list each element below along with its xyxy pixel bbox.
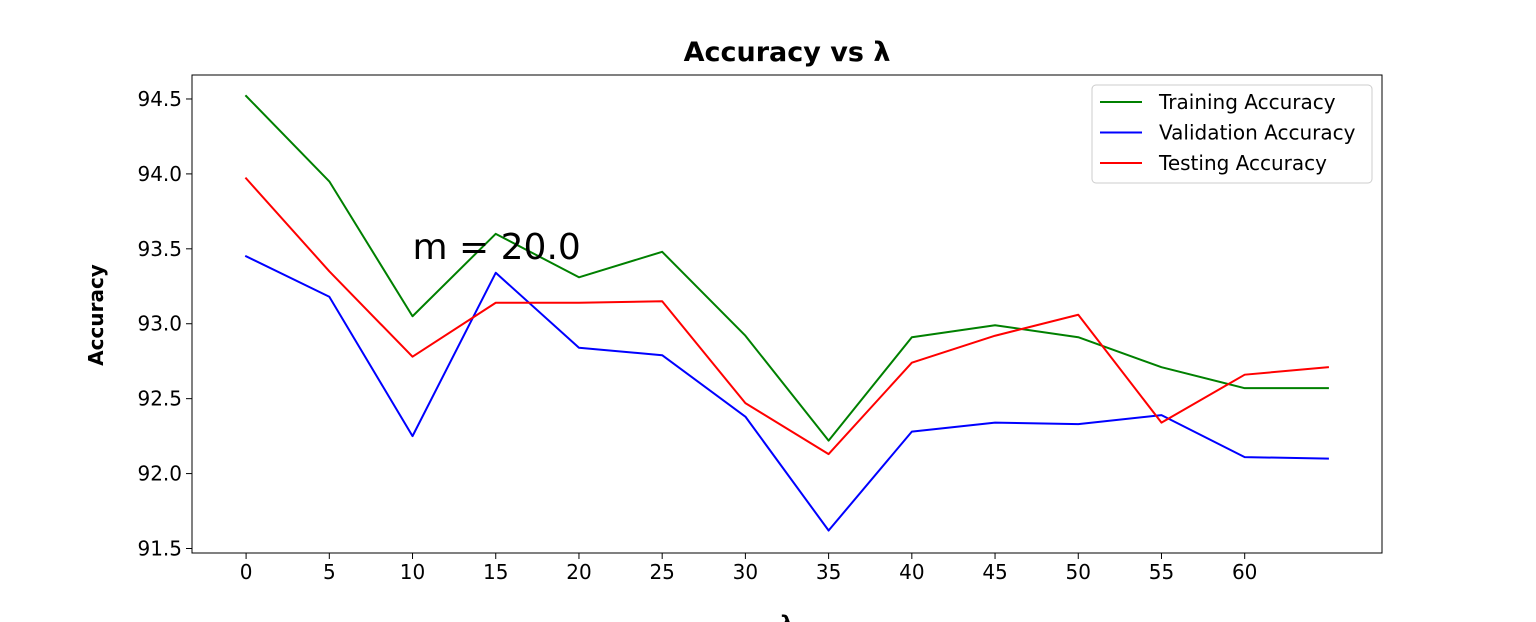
legend-label: Testing Accuracy: [1158, 151, 1327, 175]
y-tick-label: 91.5: [137, 537, 182, 561]
y-axis-label: Accuracy: [84, 264, 108, 366]
legend-box: [1091, 84, 1373, 184]
plot-area: 0 5 10 15 20 25 30 35 40 45 50 55 60 91.5 92.0 92.5 93.0…: [137, 74, 1383, 584]
series-line-testing-accuracy: [244, 176, 1329, 456]
x-tick-label: 45: [982, 560, 1007, 584]
legend-label: Validation Accuracy: [1159, 121, 1356, 145]
x-tick-label: 35: [816, 560, 841, 584]
x-tick-label: 40: [899, 560, 924, 584]
x-tick-label: 60: [1232, 560, 1257, 584]
plot-frame: [191, 74, 1383, 554]
annotation-text: m = 20.0: [413, 227, 581, 268]
x-axis-label: λ: [781, 611, 794, 622]
y-tick-label: 94.0: [137, 162, 182, 186]
legend: Training Accuracy Validation Accuracy Test…: [1091, 84, 1373, 184]
x-tick-label: 25: [649, 560, 674, 584]
x-tick-label: 55: [1149, 560, 1174, 584]
x-tick-label: 5: [323, 560, 336, 584]
x-tick-label: 20: [566, 560, 591, 584]
y-tick-label: 92.5: [137, 387, 182, 411]
series-line-training-accuracy: [244, 94, 1329, 442]
legend-label: Training Accuracy: [1158, 90, 1336, 114]
y-tick-label: 94.5: [137, 87, 182, 111]
x-tick-label: 10: [400, 560, 425, 584]
chart-title: Accuracy vs λ: [684, 37, 891, 68]
series-line-validation-accuracy: [244, 254, 1329, 532]
y-tick-label: 93.5: [137, 237, 182, 261]
x-tick-label: 15: [483, 560, 508, 584]
x-tick-label: 0: [240, 560, 253, 584]
x-tick-label: 30: [733, 560, 758, 584]
x-tick-label: 50: [1066, 560, 1091, 584]
y-tick-label: 93.0: [137, 312, 182, 336]
y-tick-label: 92.0: [137, 462, 182, 486]
